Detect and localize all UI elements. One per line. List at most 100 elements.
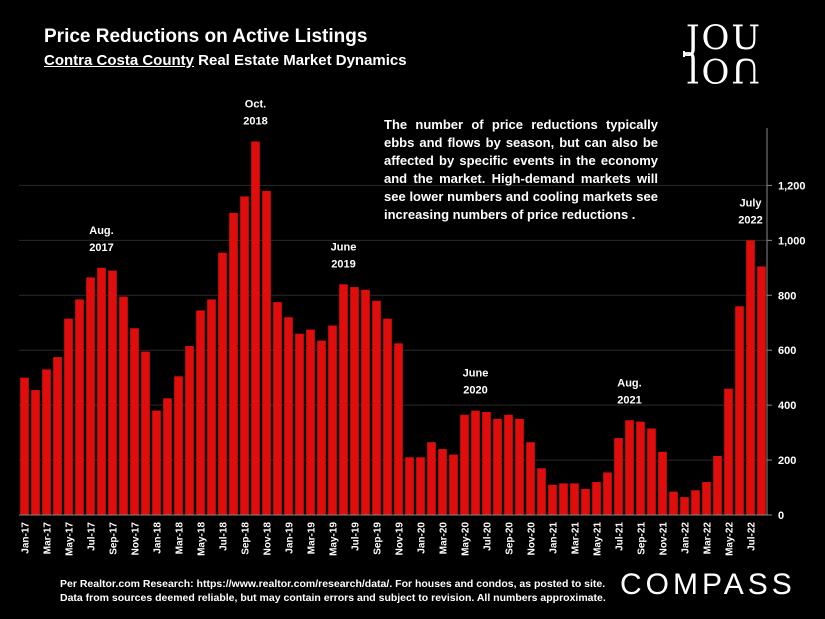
x-tick-label: May-20 <box>461 522 472 556</box>
x-tick-label: Sep-19 <box>373 522 384 555</box>
bar <box>757 266 766 515</box>
bar <box>64 318 73 515</box>
x-axis: Jan-17 Mar-17 May-17 Jul-17 Sep-17 Nov-17 Jan-… <box>19 514 767 556</box>
bar <box>196 310 205 515</box>
y-tick-label: 400 <box>778 400 796 412</box>
x-tick-label: Sep-21 <box>637 522 648 555</box>
bar <box>163 398 172 515</box>
y-axis: 0 200 400 600 800 1,000 1,200 <box>766 128 806 522</box>
x-tick-label: Nov-19 <box>395 522 406 556</box>
bar <box>119 296 128 515</box>
bar <box>240 196 249 515</box>
bar <box>251 141 260 516</box>
bar <box>735 306 744 515</box>
x-tick-label: Jan-20 <box>417 522 428 554</box>
bar <box>229 212 238 515</box>
annotation-label: 2019 <box>331 258 355 270</box>
chart-title: Price Reductions on Active Listings <box>44 26 368 47</box>
bar <box>416 457 425 515</box>
y-tick-label: 1,000 <box>778 235 806 247</box>
annotation-label: June <box>331 241 357 253</box>
bar <box>317 340 326 515</box>
annotation-label: June <box>463 368 489 380</box>
x-tick-label: Sep-18 <box>241 522 252 555</box>
x-tick-label: Mar-18 <box>175 522 186 555</box>
bar <box>680 497 689 515</box>
bar <box>185 346 194 515</box>
bar <box>405 457 414 515</box>
bar <box>647 428 656 515</box>
bar <box>130 328 139 515</box>
x-tick-label: May-18 <box>197 522 208 556</box>
x-tick-label: Mar-20 <box>439 522 450 555</box>
x-tick-label: May-19 <box>329 522 340 556</box>
bar <box>493 418 502 515</box>
x-tick-label: Mar-21 <box>571 522 582 555</box>
annotation-label: 2022 <box>738 214 762 226</box>
bar <box>702 482 711 515</box>
county-name: Contra Costa County <box>44 52 194 69</box>
bar <box>669 491 678 515</box>
x-tick-label: Jul-18 <box>219 522 230 551</box>
annotations: Aug. 2017 Oct. 2018 June 2019 June 2020 Aug. 2021… <box>89 98 762 406</box>
compass-logo: COMPASS <box>620 568 796 601</box>
bar <box>636 421 645 515</box>
footnote-line-1: Per Realtor.com Research: https://www.re… <box>60 578 606 590</box>
bar <box>53 357 62 515</box>
bar <box>328 325 337 515</box>
bar <box>471 410 480 515</box>
bar <box>581 488 590 515</box>
y-tick-label: 0 <box>778 510 784 522</box>
x-tick-label: Mar-19 <box>307 522 318 555</box>
annotation-label: 2017 <box>89 242 113 254</box>
x-tick-label: Jan-18 <box>153 522 164 554</box>
bar <box>141 351 150 515</box>
y-tick-label: 600 <box>778 345 796 357</box>
bar <box>713 455 722 515</box>
bar <box>42 369 51 515</box>
chart-subtitle: Contra Costa County Real Estate Market D… <box>44 52 407 69</box>
bar <box>383 318 392 515</box>
bar <box>482 412 491 515</box>
x-tick-label: Mar-22 <box>703 522 714 555</box>
x-tick-label: Jul-19 <box>351 522 362 551</box>
annotation-label: 2021 <box>617 394 641 406</box>
bar <box>218 252 227 515</box>
logo-top: JOU <box>685 18 763 58</box>
bar <box>75 299 84 515</box>
bar <box>603 472 612 515</box>
x-tick-label: Jul-22 <box>747 522 758 551</box>
jou-logo: JOU JOU <box>676 21 772 90</box>
annotation-label: Aug. <box>89 225 113 237</box>
bar <box>207 299 216 515</box>
bar <box>559 483 568 515</box>
bar <box>86 277 95 515</box>
bar <box>97 267 106 515</box>
bar <box>526 442 535 515</box>
x-tick-label: Sep-17 <box>109 522 120 555</box>
bar <box>350 287 359 515</box>
annotation-label: 2018 <box>243 115 267 127</box>
subtitle-rest: Real Estate Market Dynamics <box>194 52 407 69</box>
bar <box>31 390 40 515</box>
bar <box>504 414 513 515</box>
bar <box>394 343 403 515</box>
bar <box>537 468 546 515</box>
x-tick-label: Nov-20 <box>527 522 538 556</box>
bar <box>691 490 700 515</box>
footnote-line-2: Data from sources deemed reliable, but m… <box>60 592 606 604</box>
bar <box>570 483 579 515</box>
x-tick-label: May-21 <box>593 522 604 556</box>
bar <box>548 484 557 515</box>
bar <box>460 414 469 515</box>
x-tick-label: May-22 <box>725 522 736 556</box>
bar <box>20 377 29 515</box>
x-tick-label: Nov-18 <box>263 522 274 556</box>
bar <box>372 300 381 515</box>
x-tick-label: Jul-17 <box>87 522 98 551</box>
bar <box>625 420 634 515</box>
bar <box>174 376 183 515</box>
bars <box>20 141 766 516</box>
x-tick-label: Jan-22 <box>681 522 692 554</box>
